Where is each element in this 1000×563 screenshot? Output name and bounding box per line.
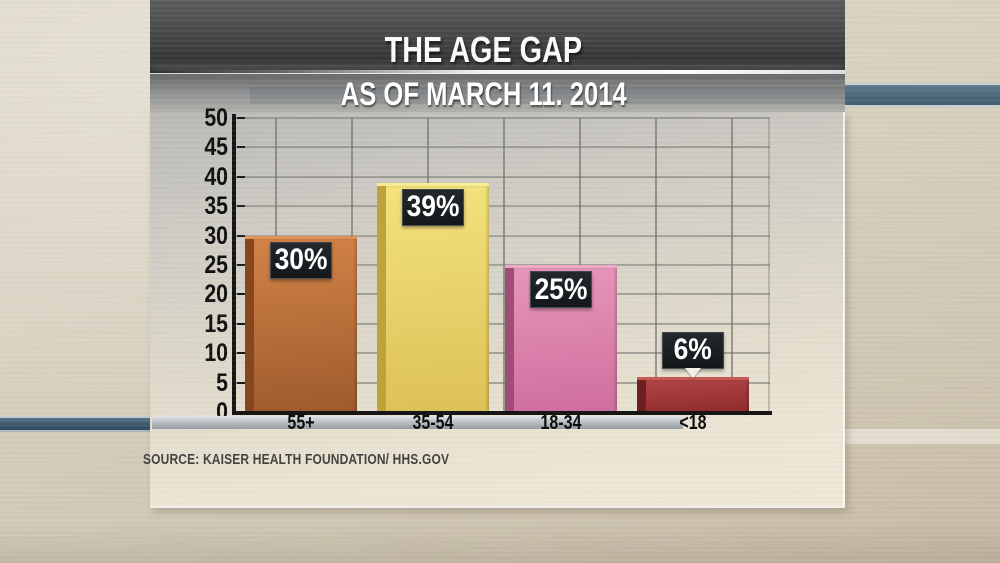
y-axis-tick [237,293,245,296]
y-axis-label: 25 [204,251,228,279]
y-axis-label: 0 [216,398,228,426]
x-axis-label: <18 [679,412,707,434]
y-axis-label: 50 [204,104,228,132]
y-axis-label: 40 [204,162,228,191]
y-axis-label: 10 [204,339,228,368]
bar-side-face [245,238,254,412]
y-axis [232,114,236,415]
bottom-vignette [0,523,1000,563]
bar-value-text: 6% [673,333,713,367]
bar-value-label: 39% [402,188,464,226]
x-axis [232,411,772,415]
y-axis-tick [237,381,245,384]
subtitle-band: AS OF MARCH 11. 2014 [150,74,845,112]
bar-value-label: 25% [530,271,592,308]
bar-side-face [377,185,386,412]
header-sheen-divider [150,70,845,74]
y-axis-label: 5 [216,368,228,397]
bar-side-face [505,268,514,412]
subtitle: AS OF MARCH 11. 2014 [340,76,627,112]
y-axis-label: 45 [204,133,228,162]
y-axis-label: 20 [204,280,228,309]
bar-value-label: 6% [662,331,724,369]
y-axis-label: 15 [204,309,228,338]
y-axis-tick [237,175,245,178]
x-axis-label: 55+ [287,412,315,434]
plot-right-edge-line [768,118,770,412]
y-axis-tick [237,264,245,266]
bar-value-text: 39% [406,190,460,224]
source-text: SOURCE: KAISER HEALTH FOUNDATION/ HHS.GO… [143,451,450,468]
graphic-panel-header: THE AGE GAP [150,0,845,73]
backdrop-left-stripe [0,416,150,432]
x-axis-label: 18-34 [540,412,582,434]
y-axis-label: 30 [204,221,228,250]
y-axis-tick [237,352,245,355]
bar-chart-plot-area: 30% 39% 25% 6% [236,117,770,412]
y-axis-label: 35 [204,192,228,221]
v-gridline [731,118,733,412]
bar-value-text: 30% [274,243,328,277]
bar [637,376,749,412]
page-title: THE AGE GAP [384,29,583,70]
v-gridline [655,118,657,412]
bar-value-label: 30% [270,241,332,279]
y-axis-tick [237,117,245,119]
backdrop-right-light-stripe [845,429,1000,444]
x-axis-label: 35-54 [412,412,454,434]
backdrop-right-stripe [845,83,1000,107]
y-axis-tick [237,146,245,149]
y-axis-tick [237,205,245,208]
bar-side-face [637,379,646,412]
bar-value-text: 25% [534,272,588,306]
value-label-pointer [685,367,701,378]
x-axis-baseline-stripe [152,416,683,429]
y-axis-tick [237,234,245,237]
y-axis-tick [237,322,245,325]
v-gridline [503,118,505,412]
